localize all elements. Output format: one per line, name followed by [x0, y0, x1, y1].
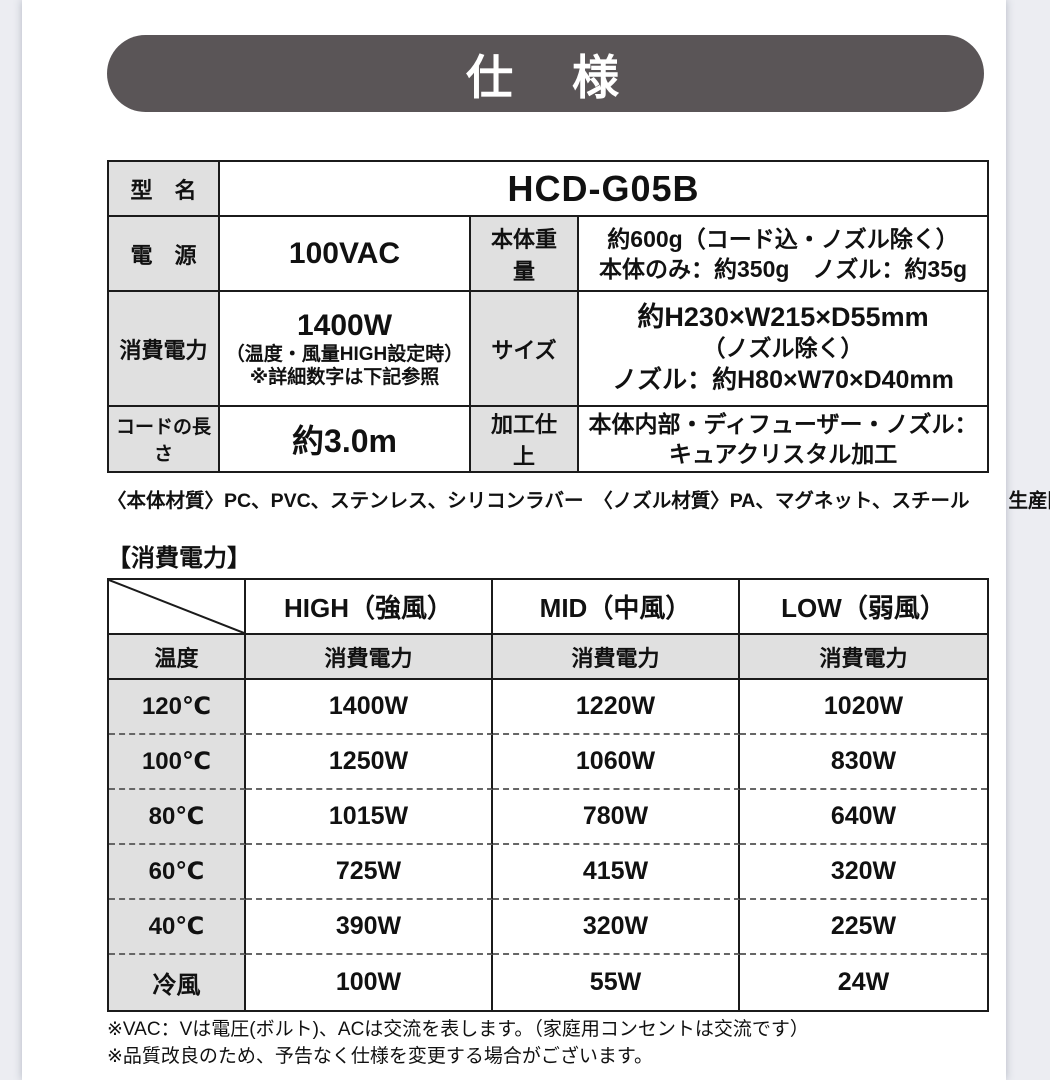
finish-value: 本体内部・ディフューザー・ノズル： キュアクリスタル加工: [579, 407, 987, 471]
spec-sheet-page: 仕 様 型 名 HCD-G05B 電 源 100VAC 本体重量 約600g（コ…: [22, 0, 1050, 1080]
finish-line-1: 本体内部・ディフューザー・ノズル：: [588, 411, 978, 437]
power-consumption-table: HIGH（強風） MID（中風） LOW（弱風） 温度 消費電力 消費電力 消費…: [107, 578, 989, 1012]
section-title-banner: 仕 様: [107, 35, 984, 112]
power-subheader-mid: 消費電力: [493, 635, 740, 680]
value-cell: 1015W: [246, 790, 493, 845]
value-cell: 1020W: [740, 680, 987, 735]
page-title: 仕 様: [466, 51, 625, 104]
model-value: HCD-G05B: [220, 162, 988, 217]
weight-line-1: 約600g（コード込・ノズル除く）: [607, 225, 959, 252]
value-cell: 24W: [837, 968, 890, 996]
power-data-row-40: 40℃ 390W 320W 225W: [109, 900, 987, 955]
diagonal-line-icon: [109, 580, 244, 633]
power-subheader-low: 消費電力: [740, 635, 987, 680]
power-section-heading: 【消費電力】: [107, 545, 251, 572]
footnotes: ※VAC：Vは電圧(ボルト)、ACは交流を表します。（家庭用コンセントは交流です…: [107, 1016, 987, 1070]
value-cell: 390W: [246, 900, 493, 955]
power-subheader-row: 温度 消費電力 消費電力 消費電力: [109, 635, 987, 680]
temp-cell: 60℃: [109, 845, 246, 900]
col-header-high: HIGH（強風）: [246, 580, 493, 635]
value-cell: 1250W: [246, 735, 493, 790]
size-line-3: ノズル：約H80×W70×D40mm: [612, 365, 954, 394]
spec-table: 型 名 HCD-G05B 電 源 100VAC 本体重量 約600g（コード込・…: [107, 160, 990, 473]
value-cell: 830W: [740, 735, 987, 790]
cord-length-label: コードの長さ: [109, 407, 220, 471]
power-source-label: 電 源: [109, 217, 220, 292]
consumption-line-2: （温度・風量HIGH設定時）: [225, 343, 464, 365]
size-label: サイズ: [471, 292, 579, 407]
consumption-line-3: ※詳細数字は下記参照: [249, 366, 440, 388]
cord-length-value: 約3.0m: [220, 407, 471, 471]
temp-cell: 40℃: [109, 900, 246, 955]
finish-label: 加工仕上: [471, 407, 579, 471]
footnote-vac: ※VAC：Vは電圧(ボルト)、ACは交流を表します。（家庭用コンセントは交流です…: [107, 1019, 809, 1040]
temp-cell: 120℃: [109, 680, 246, 735]
size-line-2: （ノズル除く）: [702, 334, 864, 361]
weight-label: 本体重量: [471, 217, 579, 292]
value-cell: 780W: [493, 790, 740, 845]
value-cell: 1220W: [493, 680, 740, 735]
footnote-spec-change: ※品質改良のため、予告なく仕様を変更する場合がございます。: [107, 1046, 654, 1067]
weight-value: 約600g（コード込・ノズル除く） 本体のみ：約350g ノズル：約35g: [579, 217, 988, 292]
materials-note: 〈本体材質〉PC、PVC、ステンレス、シリコンラバー 〈ノズル材質〉PA、マグネ…: [107, 490, 1050, 512]
consumption-value: 1400W （温度・風量HIGH設定時） ※詳細数字は下記参照: [220, 292, 471, 407]
model-label: 型 名: [109, 162, 220, 217]
value-cell: 415W: [493, 845, 740, 900]
temp-cell: 80℃: [109, 790, 246, 845]
spec-row-cord-finish: コードの長さ 約3.0m 加工仕上 本体内部・ディフューザー・ノズル： キュアク…: [109, 407, 987, 471]
temp-cell: 冷風: [109, 955, 246, 1010]
size-line-1: 約H230×W215×D55mm: [637, 301, 929, 332]
value-cell: 320W: [740, 845, 987, 900]
finish-line-2: キュアクリスタル加工: [668, 441, 898, 467]
power-data-row-60: 60℃ 725W 415W 320W: [109, 845, 987, 900]
value-cell: 225W: [740, 900, 987, 955]
power-header-row: HIGH（強風） MID（中風） LOW（弱風）: [109, 580, 987, 635]
power-data-row-cool: 冷風 100W 55W 24W: [109, 955, 987, 1010]
power-data-row-120: 120℃ 1400W 1220W 1020W: [109, 680, 987, 735]
spec-row-consumption-size: 消費電力 1400W （温度・風量HIGH設定時） ※詳細数字は下記参照 サイズ…: [109, 292, 988, 407]
value-cell: 725W: [246, 845, 493, 900]
temp-header: 温度: [109, 635, 246, 680]
power-source-value: 100VAC: [220, 217, 471, 292]
size-value: 約H230×W215×D55mm （ノズル除く） ノズル：約H80×W70×D4…: [579, 292, 988, 407]
col-header-mid: MID（中風）: [493, 580, 740, 635]
value-cell: 640W: [740, 790, 987, 845]
power-data-row-80: 80℃ 1015W 780W 640W: [109, 790, 987, 845]
spec-row-power-weight: 電 源 100VAC 本体重量 約600g（コード込・ノズル除く） 本体のみ：約…: [109, 217, 988, 292]
temp-cell: 100℃: [109, 735, 246, 790]
value-cell: 55W: [493, 955, 740, 1010]
consumption-label: 消費電力: [109, 292, 220, 407]
value-cell: 1060W: [493, 735, 740, 790]
weight-line-2: 本体のみ：約350g ノズル：約35g: [598, 255, 968, 282]
spec-row-model: 型 名 HCD-G05B: [109, 162, 988, 217]
consumption-line-1: 1400W: [296, 308, 393, 342]
power-subheader-high: 消費電力: [246, 635, 493, 680]
value-cell: 320W: [493, 900, 740, 955]
power-data-row-100: 100℃ 1250W 1060W 830W: [109, 735, 987, 790]
col-header-low: LOW（弱風）: [740, 580, 987, 635]
value-cell: 100W: [246, 955, 493, 1010]
diagonal-header-cell: [109, 580, 246, 635]
value-cell: 1400W: [246, 680, 493, 735]
